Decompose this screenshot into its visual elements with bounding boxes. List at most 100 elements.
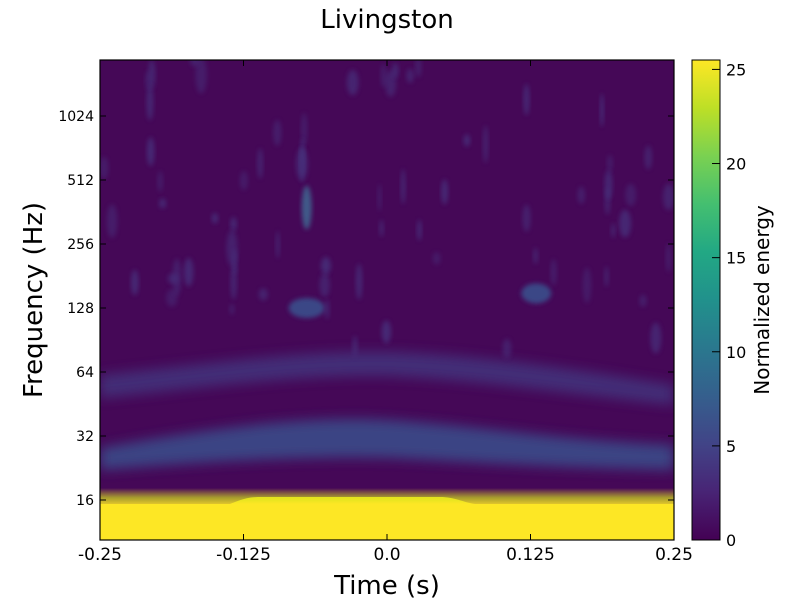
noise-streak: [379, 219, 384, 237]
high-energy-band-edge: [100, 488, 674, 504]
noise-streak: [432, 251, 441, 265]
noise-streak: [226, 230, 238, 267]
noise-streak: [606, 154, 613, 172]
colorbar-tick-label: 0: [726, 531, 736, 550]
noise-streak: [599, 93, 604, 127]
noise-streak: [625, 183, 637, 207]
noise-streak: [183, 257, 194, 287]
noise-streak: [158, 198, 167, 209]
high-energy-band: [100, 497, 674, 540]
noise-streak: [502, 338, 512, 359]
energy-streak: [301, 185, 312, 230]
noise-streak: [644, 145, 653, 170]
x-tick-label: 0.0: [373, 545, 400, 565]
noise-streak: [463, 134, 471, 147]
y-tick-label: 32: [76, 429, 94, 445]
noise-streak: [416, 219, 422, 241]
colorbar-tick-label: 20: [726, 155, 746, 174]
noise-streak: [146, 84, 154, 121]
energy-band-32hz: [100, 419, 674, 470]
noise-streak: [324, 299, 330, 319]
noise-streak: [273, 119, 282, 146]
noise-streak: [257, 148, 264, 179]
noise-streak: [441, 179, 449, 205]
noise-streak: [604, 266, 609, 287]
noise-streak: [355, 263, 363, 300]
noise-streak: [195, 60, 207, 94]
noise-streak: [130, 269, 139, 296]
colorbar-ticks: 0 5 10 15 20 25: [712, 60, 746, 550]
colorbar-tick-label: 25: [726, 60, 746, 79]
x-axis-label: Time (s): [333, 571, 440, 600]
colorbar: [692, 60, 720, 540]
noise-streak: [604, 169, 613, 200]
noise-streak: [346, 69, 359, 96]
noise-streak: [319, 273, 330, 298]
noise-streak: [146, 137, 155, 166]
y-tick-label: 256: [67, 237, 94, 253]
noise-streak: [352, 335, 358, 358]
noise-streak: [172, 258, 182, 296]
noise-streak: [230, 216, 237, 232]
colorbar-label: Normalized energy: [750, 205, 774, 395]
noise-streak: [619, 209, 632, 238]
noise-streak: [239, 170, 248, 191]
noise-streak: [577, 186, 586, 204]
heatmap: [100, 60, 674, 540]
noise-streak: [663, 183, 674, 211]
x-tick-label: 0.25: [655, 545, 693, 565]
y-tick-label: 1024: [58, 109, 94, 125]
x-tick-label: -0.25: [78, 545, 122, 565]
noise-streak: [550, 259, 557, 286]
noise-streak: [229, 303, 235, 315]
y-tick-label: 512: [67, 173, 94, 189]
noise-streak: [300, 113, 308, 146]
energy-blob: [288, 298, 325, 318]
noise-streak: [482, 125, 489, 164]
noise-streak: [610, 223, 616, 238]
noise-streak: [380, 63, 387, 88]
heatmap-features: [100, 60, 674, 540]
noise-streak: [582, 267, 592, 304]
noise-streak: [533, 247, 539, 264]
noise-streak: [639, 294, 647, 307]
noise-streak: [211, 213, 219, 224]
y-tick-label: 128: [67, 301, 94, 317]
colorbar-frame: [691, 59, 721, 541]
noise-streak: [522, 204, 531, 232]
noise-streak: [106, 204, 118, 238]
noise-streak: [320, 257, 331, 275]
x-tick-label: -0.125: [216, 545, 271, 565]
noise-streak: [157, 171, 164, 192]
noise-streak: [166, 289, 178, 307]
x-tick-label: 0.125: [506, 545, 555, 565]
noise-streak: [523, 83, 530, 116]
noise-streak: [258, 288, 268, 301]
energy-band-64hz: [100, 351, 674, 405]
noise-streak: [100, 156, 109, 180]
noise-streak: [377, 183, 382, 212]
noise-streak: [230, 264, 237, 300]
colorbar-tick-label: 10: [726, 343, 746, 362]
colorbar-tick-label: 5: [726, 437, 736, 456]
noise-streak: [400, 168, 406, 205]
noise-streak: [144, 71, 151, 90]
noise-streak: [406, 68, 415, 83]
noise-streak: [275, 230, 281, 259]
chart-title: Livingston: [320, 5, 453, 35]
y-tick-label: 16: [76, 493, 94, 509]
noise-streak: [189, 60, 199, 67]
noise-streak: [381, 320, 392, 344]
noise-streak: [391, 62, 399, 79]
x-axis: -0.25 -0.125 0.0 0.125 0.25: [78, 60, 693, 565]
y-axis: 16 32 64 128 256 512 1024: [58, 109, 674, 509]
y-tick-label: 64: [76, 365, 94, 381]
colorbar-tick-label: 15: [726, 249, 746, 268]
noise-streak: [296, 147, 308, 181]
y-axis-label: Frequency (Hz): [19, 202, 49, 398]
noise-streak: [415, 60, 422, 78]
energy-blob: [521, 283, 552, 304]
noise-streak: [650, 322, 662, 354]
noise-streak: [665, 243, 672, 273]
